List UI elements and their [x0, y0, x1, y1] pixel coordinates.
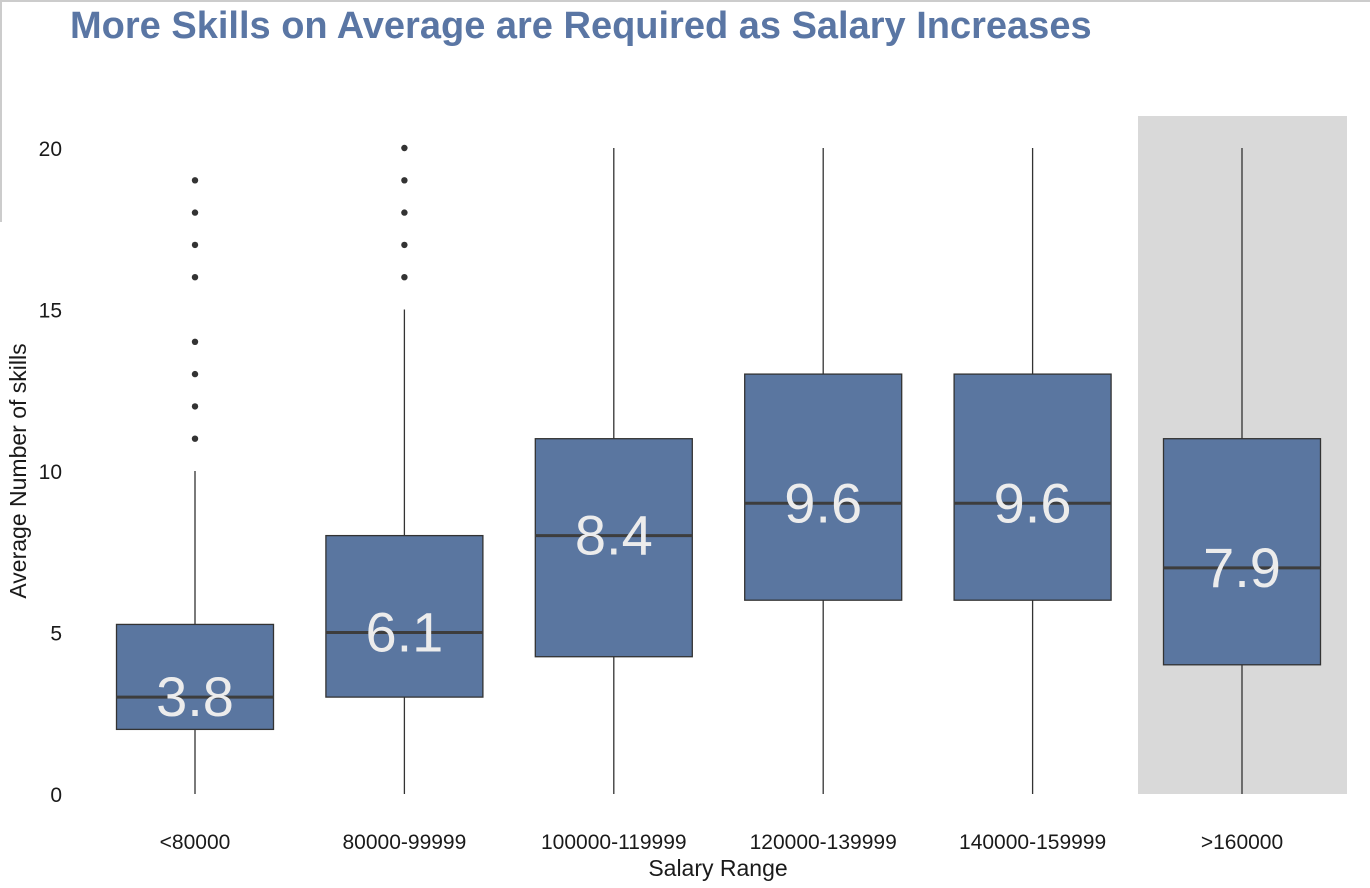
- y-tick-label: 10: [39, 461, 62, 484]
- outlier-point: [191, 370, 199, 378]
- y-tick-label: 15: [39, 300, 62, 323]
- outlier-point: [191, 338, 199, 345]
- outlier-point: [401, 241, 408, 249]
- box-group: 7.9: [1162, 148, 1322, 794]
- boxes-layer: 3.8 6.1 8.4 9.6 9.6 7.9: [115, 144, 1322, 794]
- data-label: 9.6: [994, 471, 1072, 534]
- outlier-point: [401, 274, 408, 281]
- box-iqr: [325, 534, 484, 698]
- data-label: 3.8: [156, 665, 234, 728]
- box-iqr: [744, 373, 903, 601]
- x-tick-label: 100000-119999: [541, 831, 687, 854]
- outlier-point: [191, 177, 199, 184]
- data-label: 9.6: [784, 471, 862, 534]
- box-group: 6.1: [325, 144, 484, 794]
- x-tick-label: 80000-99999: [343, 831, 467, 854]
- box-group: 9.6: [953, 148, 1112, 794]
- box-iqr: [534, 438, 693, 658]
- outlier-point: [191, 209, 199, 216]
- outlier-point: [191, 241, 199, 249]
- y-ticks: 0 5 10 15 20: [39, 138, 62, 807]
- outlier-point: [401, 177, 408, 184]
- outlier-point: [191, 435, 199, 442]
- x-ticks: <80000 80000-99999 100000-119999 120000-139…: [160, 831, 1284, 854]
- y-tick-label: 5: [50, 623, 62, 646]
- chart-title: More Skills on Average are Required as S…: [70, 5, 1092, 47]
- box-group: 3.8: [115, 177, 275, 794]
- y-tick-label: 20: [39, 138, 62, 161]
- outlier-point: [191, 403, 199, 410]
- x-tick-label: >160000: [1201, 831, 1283, 854]
- data-label: 7.9: [1203, 536, 1281, 599]
- box-group: 8.4: [534, 148, 693, 794]
- box-iqr: [115, 623, 275, 731]
- outlier-point: [401, 144, 408, 152]
- data-label: 8.4: [575, 504, 653, 567]
- x-tick-label: 140000-159999: [959, 831, 1106, 854]
- x-tick-label: <80000: [160, 831, 231, 854]
- y-tick-label: 0: [50, 784, 62, 807]
- data-label: 6.1: [365, 601, 443, 664]
- outlier-point: [401, 209, 408, 216]
- x-axis-label: Salary Range: [648, 855, 787, 881]
- box-group: 9.6: [744, 148, 903, 794]
- x-tick-label: 120000-139999: [750, 831, 897, 854]
- box-iqr: [953, 373, 1112, 601]
- outlier-point: [191, 274, 199, 281]
- box-iqr: [1162, 438, 1322, 666]
- y-axis-label: Average Number of skills: [5, 343, 31, 598]
